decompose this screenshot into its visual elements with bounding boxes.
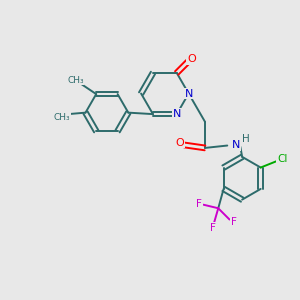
Text: N: N	[184, 88, 193, 98]
Text: F: F	[196, 199, 202, 209]
Text: N: N	[172, 109, 181, 119]
Text: CH₃: CH₃	[67, 76, 84, 85]
Text: N: N	[231, 140, 240, 150]
Text: Cl: Cl	[277, 154, 288, 164]
Text: H: H	[242, 134, 250, 144]
Text: O: O	[187, 54, 196, 64]
Text: O: O	[175, 138, 184, 148]
Text: F: F	[231, 217, 237, 227]
Text: F: F	[210, 223, 216, 233]
Text: CH₃: CH₃	[53, 113, 70, 122]
